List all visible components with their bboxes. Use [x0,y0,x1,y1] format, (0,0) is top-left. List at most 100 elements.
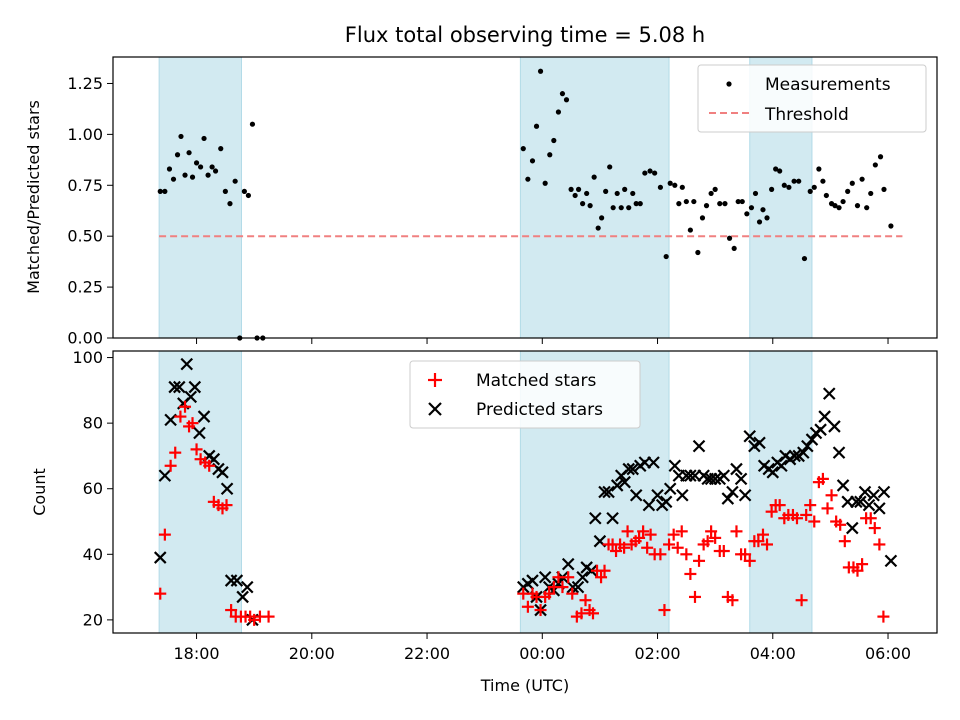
predicted-star-stroke [822,387,836,400]
predicted-star-point [230,574,244,587]
matched-star-point [186,417,199,430]
matched-star-point [556,581,569,594]
measurement-point [626,205,632,211]
predicted-star-stroke [692,439,706,453]
measurement-point [607,164,613,170]
measurement-point [197,164,204,170]
measurement-point [529,158,536,164]
measurement-point [227,201,233,207]
measurement-point [791,178,797,184]
matched-star-point [739,548,752,561]
matched-star-point [868,522,881,535]
measurement-point [563,97,570,103]
top-y-axis-label: Matched/Predicted stars [24,100,43,294]
predicted-star-point [538,570,552,584]
measurement-point [157,188,163,194]
measurement-point [731,245,737,252]
matched-star-point [190,443,203,456]
measurement-point [551,137,557,144]
predicted-star-stroke [593,534,607,548]
predicted-star-point [193,426,206,440]
predicted-star-stroke [684,469,697,482]
measurement-point [618,205,624,211]
y-tick-label: 80 [83,414,103,433]
predicted-star-stroke [216,466,229,479]
measurement-point [854,203,861,209]
predicted-star-point [850,495,863,509]
matched-star-point [633,531,646,544]
measurement-point [591,174,597,180]
predicted-star-point [805,433,819,446]
predicted-star-point [862,498,876,512]
bottom-x-ticks: 18:00 20:00 22:00 00:00 02:00 04:00 06:00 [173,633,911,663]
measurement-point [657,184,664,190]
matched-star-point [856,558,869,571]
predicted-star-stroke [538,570,552,584]
measurement-points [157,68,894,341]
measurement-point [610,205,616,211]
legend-measurements-marker [726,81,732,87]
measurement-point [748,205,755,211]
top-y-ticks: 0.00 0.25 0.50 0.75 1.00 1.25 [67,74,113,348]
matched-star-point [225,604,238,617]
predicted-star-point [818,410,831,423]
measurement-point [603,188,609,194]
predicted-star-stroke [850,495,863,509]
x-tick-label: 20:00 [289,644,335,663]
measurement-point [647,168,653,174]
predicted-star-stroke [576,570,589,584]
predicted-star-stroke [598,485,611,499]
matched-star-point [158,528,171,541]
matched-star-point [838,535,851,548]
measurement-point [820,178,826,184]
predicted-star-point [642,498,656,512]
measurement-point [622,186,628,192]
y-tick-label: 40 [83,545,103,564]
predicted-star-point [873,502,886,515]
measurement-point [859,176,865,182]
predicted-star-point [734,472,748,486]
measurement-point [595,225,601,231]
measurement-point [555,109,562,115]
y-tick-label: 0.25 [67,278,103,297]
measurement-point [695,249,701,256]
predicted-star-stroke [168,380,181,394]
predicted-star-stroke [571,580,585,594]
predicted-star-stroke [676,489,689,502]
x-tick-label: 22:00 [404,644,450,663]
matched-star-point [154,587,167,600]
predicted-star-point [877,485,891,499]
predicted-star-point [659,495,673,509]
predicted-star-stroke [566,580,580,594]
predicted-star-point [561,557,575,571]
top-legend-box [697,64,927,133]
matched-star-point [756,528,769,541]
matched-star-point [821,502,834,515]
shaded-span-0 [158,56,242,339]
matched-star-point [610,545,623,558]
predicted-star-point [598,485,611,499]
measurement-point [174,152,181,158]
measurement-point [687,227,693,233]
matched-star-point [663,538,676,551]
matched-star-point [543,587,556,600]
predicted-star-stroke [708,472,722,486]
predicted-star-stroke [832,446,846,459]
predicted-star-stroke [721,492,735,505]
measurement-point [580,201,586,207]
shaded-span-1 [519,56,670,339]
legend-threshold-label: Threshold [764,105,849,125]
predicted-star-stroke [236,590,249,604]
predicted-star-point [180,357,194,371]
predicted-star-stroke [618,475,631,489]
y-tick-label: 0.50 [67,227,103,246]
measurement-point [630,190,636,197]
measurement-point [663,253,669,260]
predicted-star-point [168,380,181,394]
predicted-star-stroke [814,423,827,436]
top-legend: Measurements Threshold [697,64,927,133]
measurement-point [222,188,228,194]
predicted-star-point [651,489,664,502]
matched-star-point [804,499,817,512]
measurement-point [572,192,578,199]
